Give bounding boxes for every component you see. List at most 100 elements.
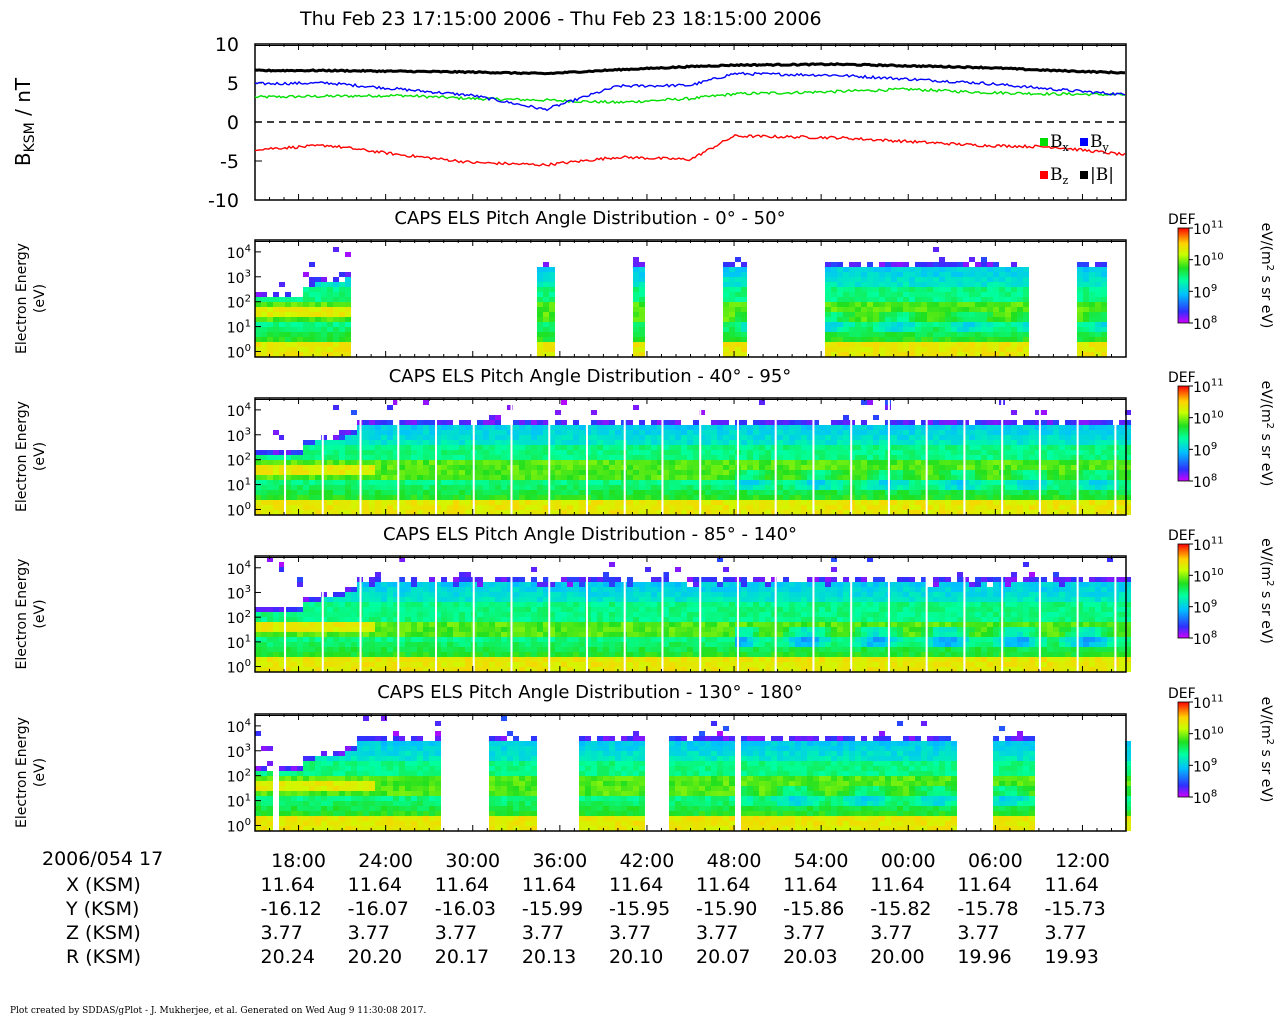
heatmap-cell [453, 632, 459, 637]
heatmap-cell [447, 435, 453, 440]
heatmap-cell [513, 435, 519, 440]
heatmap-cell [375, 435, 381, 440]
heatmap-cell [939, 337, 945, 342]
heatmap-cell [405, 485, 411, 490]
heatmap-cell [273, 642, 279, 647]
heatmap-cell [333, 647, 339, 652]
heatmap-cell [1017, 475, 1023, 480]
heatmap-cell [657, 510, 663, 515]
heatmap-cell [423, 582, 429, 587]
heatmap-cell [1035, 430, 1041, 435]
heatmap-cell [585, 495, 591, 500]
heatmap-cell [807, 500, 813, 505]
heatmap-cell [843, 347, 849, 352]
heatmap-cell [1089, 500, 1095, 505]
heatmap-cell [843, 287, 849, 292]
heatmap-cell [549, 490, 555, 495]
heatmap-cell [789, 500, 795, 505]
heatmap-cell [693, 455, 699, 460]
heatmap-cell [363, 485, 369, 490]
heatmap-cell [987, 480, 993, 485]
heatmap-cell [531, 440, 537, 445]
heatmap-cell [453, 592, 459, 597]
heatmap-cell [297, 647, 303, 652]
heatmap-cell [1089, 470, 1095, 475]
heatmap-cell [351, 662, 357, 667]
heatmap-cell [1023, 332, 1029, 337]
heatmap-cell [729, 292, 735, 297]
heatmap-cell [795, 480, 801, 485]
heatmap-cell [489, 485, 495, 490]
heatmap-cell [531, 460, 537, 465]
heatmap-cell [417, 445, 423, 450]
heatmap-cell [417, 440, 423, 445]
heatmap-cell [543, 297, 549, 302]
heatmap-cell [399, 642, 405, 647]
heatmap-cell [339, 617, 345, 622]
heatmap-cell [1035, 410, 1041, 415]
heatmap-cell [285, 307, 291, 312]
heatmap-cell [345, 667, 351, 672]
heatmap-cell [555, 460, 561, 465]
heatmap-cell [543, 445, 549, 450]
heatmap-cell [567, 500, 573, 505]
heatmap-cell [645, 510, 651, 515]
heatmap-cell [879, 312, 885, 317]
heatmap-cell [969, 317, 975, 322]
heatmap-cell [405, 445, 411, 450]
heatmap-cell [1023, 282, 1029, 287]
heatmap-cell [831, 470, 837, 475]
heatmap-cell [489, 465, 495, 470]
heatmap-cell [963, 307, 969, 312]
heatmap-cell [273, 307, 279, 312]
heatmap-cell [459, 445, 465, 450]
heatmap-cell [723, 317, 729, 322]
heatmap-cell [867, 460, 873, 465]
heatmap-cell [537, 485, 543, 490]
heatmap-cell [1089, 435, 1095, 440]
heatmap-cell [513, 490, 519, 495]
heatmap-cell [285, 480, 291, 485]
heatmap-cell [375, 667, 381, 672]
heatmap-cell [555, 430, 561, 435]
heatmap-cell [795, 500, 801, 505]
heatmap-cell [423, 455, 429, 460]
heatmap-cell [957, 500, 963, 505]
heatmap-cell [729, 307, 735, 312]
heatmap-cell [1053, 455, 1059, 460]
heatmap-cell [381, 622, 387, 627]
heatmap-cell [285, 652, 291, 657]
heatmap-cell [873, 327, 879, 332]
heatmap-cell [879, 322, 885, 327]
heatmap-cell [669, 485, 675, 490]
heatmap-cell [1017, 267, 1023, 272]
heatmap-cell [495, 642, 501, 647]
heatmap-cell [537, 430, 543, 435]
heatmap-cell [897, 455, 903, 460]
heatmap-cell [279, 322, 285, 327]
heatmap-cell [903, 485, 909, 490]
heatmap-cell [975, 435, 981, 440]
heatmap-cell [951, 312, 957, 317]
heatmap-cell [537, 465, 543, 470]
heatmap-cell [291, 500, 297, 505]
heatmap-cell [1119, 445, 1125, 450]
heatmap-cell [1101, 272, 1107, 277]
heatmap-cell [891, 420, 897, 425]
heatmap-cell [825, 455, 831, 460]
heatmap-cell [417, 475, 423, 480]
heatmap-cell [957, 420, 963, 425]
heatmap-cell [963, 267, 969, 272]
heatmap-cell [291, 337, 297, 342]
heatmap-cell [417, 662, 423, 667]
heatmap-cell [315, 490, 321, 495]
heatmap-cell [711, 495, 717, 500]
heatmap-cell [657, 505, 663, 510]
heatmap-cell [429, 612, 435, 617]
heatmap-cell [615, 470, 621, 475]
heatmap-cell [393, 637, 399, 642]
heatmap-cell [939, 490, 945, 495]
heatmap-cell [339, 505, 345, 510]
heatmap-cell [1101, 297, 1107, 302]
heatmap-cell [255, 475, 261, 480]
